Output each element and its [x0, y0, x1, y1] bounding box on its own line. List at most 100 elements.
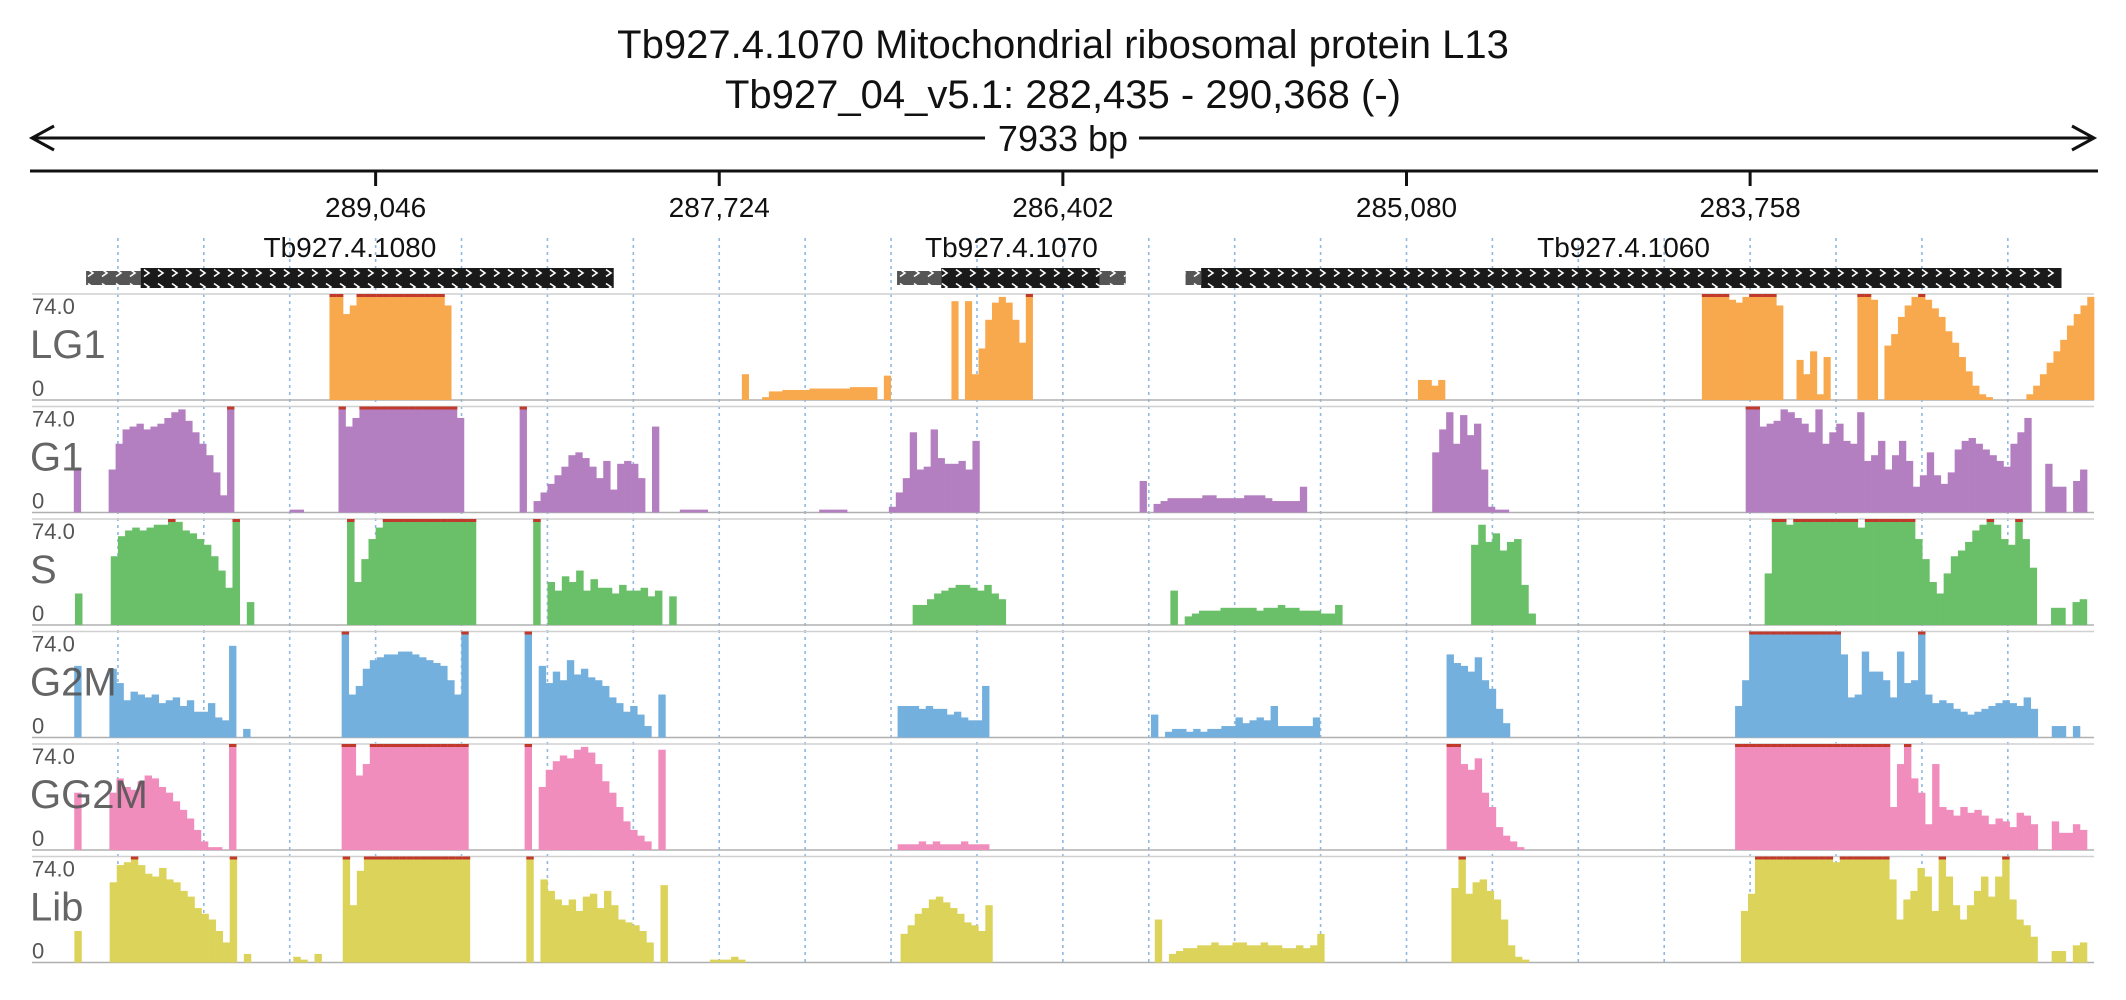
coverage-bar [561, 905, 570, 963]
coverage-bar [1973, 890, 1982, 963]
clip-marker [454, 744, 462, 747]
coverage-bar [1472, 882, 1480, 963]
coverage-bar [998, 599, 1007, 625]
coverage-bar [171, 412, 179, 513]
coverage-bar [1812, 631, 1820, 738]
coverage-bar [336, 294, 344, 400]
coverage-bar [978, 348, 986, 400]
coverage-bar [1465, 893, 1473, 963]
coverage-bar [1839, 856, 1848, 963]
coverage-bar [1825, 856, 1834, 963]
coverage-bar [144, 697, 152, 738]
coverage-bar [1843, 519, 1851, 625]
clip-marker [389, 519, 398, 522]
coverage-bar [554, 590, 563, 625]
clip-marker [441, 856, 449, 860]
coverage-bar [462, 856, 471, 963]
coverage-bar [1487, 506, 1496, 513]
coverage-bar [1494, 509, 1503, 513]
coverage-bar [533, 519, 541, 625]
coverage-bar [2051, 821, 2060, 850]
coverage-bar [129, 426, 137, 513]
coverage-bar [200, 841, 209, 850]
coverage-bar [928, 899, 937, 963]
coverage-bar [1708, 294, 1716, 400]
coverage-bar [969, 587, 978, 625]
coverage-bar [1277, 726, 1286, 738]
coverage-bar [921, 908, 930, 963]
coverage-bar [200, 711, 209, 738]
coverage-bar [1502, 723, 1511, 738]
coverage-bar [441, 856, 449, 963]
coverage-bar [971, 374, 979, 400]
coverage-bar [456, 417, 465, 513]
coverage-bar [172, 801, 181, 850]
coverage-bar [1918, 294, 1926, 400]
clip-marker [1805, 744, 1813, 747]
coverage-bar [342, 856, 351, 963]
coverage-bar [883, 375, 891, 400]
coverage-bar [1939, 807, 1947, 850]
coverage-bar [1184, 616, 1193, 625]
coverage-bar [1265, 498, 1273, 513]
coverage-bar [1220, 607, 1229, 625]
clip-marker [401, 406, 409, 410]
coverage-bar [2066, 325, 2075, 400]
coverage-bar [1278, 501, 1287, 513]
coverage-bar [1868, 856, 1876, 963]
coverage-bar [1826, 744, 1834, 850]
coverage-bar [185, 420, 193, 513]
coverage-tracks: 74.00LG174.00G174.00S74.00G2M74.00GG2M74… [30, 293, 2095, 964]
coverage-bar [1936, 593, 1944, 625]
coverage-bar [1829, 519, 1837, 625]
clip-marker [1762, 294, 1770, 297]
coverage-bar [243, 953, 252, 963]
clip-marker [424, 294, 432, 297]
coverage-bar [1900, 519, 1909, 625]
clip-marker [1756, 631, 1764, 635]
coverage-bar [1840, 744, 1849, 850]
coverage-bar [440, 744, 448, 850]
clip-marker [232, 519, 240, 522]
coverage-bar [602, 685, 610, 738]
coverage-bar [603, 460, 611, 513]
coverage-bar [1864, 294, 1872, 400]
coverage-bar [359, 406, 367, 513]
coverage-bar [1154, 919, 1163, 963]
coverage-bar [1829, 432, 1837, 513]
coverage-bar [468, 519, 477, 625]
coverage-bar [1784, 744, 1792, 850]
coverage-bar [1230, 498, 1238, 513]
coverage-bar [2080, 469, 2088, 513]
clip-marker [406, 856, 414, 860]
clip-marker [397, 519, 405, 522]
coverage-bar [1747, 893, 1756, 963]
coverage-bar [342, 314, 351, 400]
clip-marker [1763, 631, 1771, 635]
coverage-bar [554, 899, 562, 963]
utr-5prime-arrows [86, 271, 141, 285]
clip-marker [436, 406, 444, 410]
coverage-bar [1467, 769, 1476, 850]
coverage-bar [150, 426, 158, 513]
coverage-bar [448, 856, 457, 963]
coverage-bar [946, 714, 955, 738]
coverage-bar [366, 406, 374, 513]
coverage-bar [356, 294, 364, 400]
coverage-bar [194, 908, 202, 963]
coverage-bar [429, 406, 437, 513]
coverage-bar [1800, 519, 1808, 625]
coverage-bar [1910, 890, 1918, 963]
coverage-bar [165, 700, 174, 738]
clip-marker [341, 744, 350, 747]
coverage-bar [768, 391, 777, 400]
gene-model: Tb927.4.1060 [1185, 232, 2062, 288]
coverage-bar [1868, 671, 1877, 738]
coverage-bar [1742, 744, 1750, 850]
coverage-bar [1889, 697, 1898, 738]
clip-marker [1918, 294, 1926, 297]
coverage-bar [214, 717, 223, 738]
coverage-bar [1965, 541, 1973, 625]
coverage-bar [1175, 951, 1184, 963]
coverage-bar [397, 294, 405, 400]
